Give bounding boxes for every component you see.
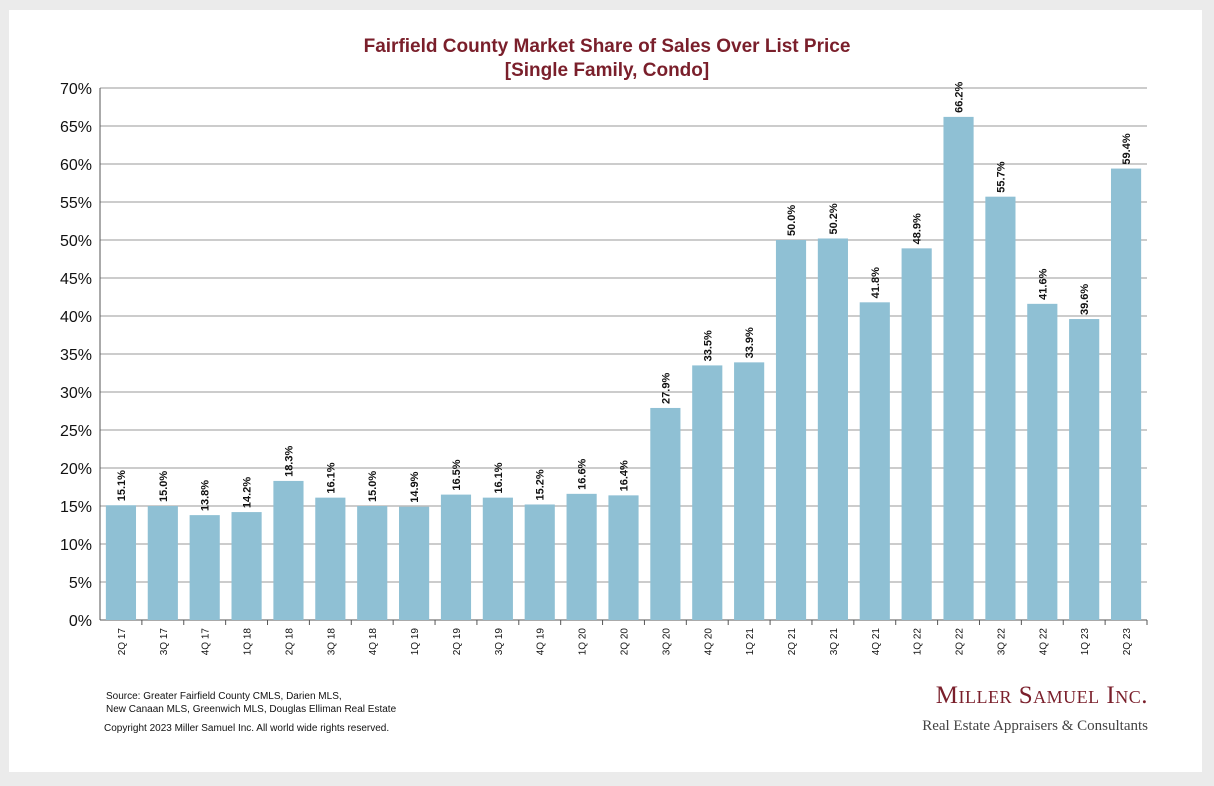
y-tick-label: 50%	[60, 233, 92, 250]
data-label: 18.3%	[283, 446, 295, 477]
data-label: 15.1%	[116, 470, 128, 501]
data-label: 13.8%	[200, 480, 212, 511]
x-tick-label: 3Q 22	[996, 628, 1007, 656]
x-tick-label: 4Q 17	[201, 628, 212, 656]
x-tick-label: 2Q 19	[452, 628, 463, 656]
bar	[943, 116, 974, 620]
data-label: 27.9%	[660, 373, 672, 404]
bar	[1027, 303, 1058, 620]
bar	[399, 506, 430, 620]
data-label: 48.9%	[912, 213, 924, 244]
x-tick-label: 1Q 18	[243, 628, 254, 656]
x-tick-label: 4Q 22	[1038, 628, 1049, 656]
bar	[817, 238, 848, 621]
data-label: 15.2%	[535, 469, 547, 500]
x-tick-label: 3Q 18	[326, 628, 337, 656]
data-label: 41.6%	[1037, 268, 1049, 299]
data-label: 16.6%	[577, 458, 589, 489]
bar	[440, 494, 472, 620]
y-tick-label: 10%	[60, 537, 92, 554]
x-tick-label: 4Q 19	[536, 628, 547, 656]
bar	[482, 497, 513, 620]
x-tick-label: 4Q 21	[871, 628, 882, 656]
x-tick-label: 4Q 20	[703, 628, 714, 656]
data-label: 55.7%	[995, 161, 1007, 192]
x-tick-label: 1Q 23	[1080, 628, 1091, 656]
data-label: 16.1%	[325, 462, 337, 493]
data-label: 39.6%	[1079, 284, 1091, 315]
y-tick-label: 20%	[60, 461, 92, 478]
bar	[231, 512, 262, 620]
x-tick-label: 2Q 23	[1122, 628, 1133, 656]
bar	[734, 362, 765, 620]
data-label: 16.4%	[619, 460, 631, 491]
bar	[147, 506, 178, 620]
y-tick-label: 0%	[69, 613, 92, 630]
bar	[901, 248, 932, 621]
y-tick-label: 65%	[60, 119, 92, 136]
bar	[608, 495, 639, 620]
bar	[105, 505, 137, 620]
data-label: 15.0%	[158, 471, 170, 502]
y-tick-label: 40%	[60, 309, 92, 326]
bar	[273, 480, 304, 620]
x-tick-label: 2Q 22	[955, 628, 966, 656]
chart-title: Fairfield County Market Share of Sales O…	[363, 36, 851, 57]
bar	[985, 196, 1016, 620]
bar	[357, 506, 388, 620]
bar	[1069, 319, 1100, 620]
chart-subtitle: [Single Family, Condo]	[504, 60, 710, 81]
data-label: 33.9%	[744, 327, 756, 358]
data-label: 41.8%	[870, 267, 882, 298]
x-tick-label: 2Q 18	[284, 628, 295, 656]
bar	[859, 302, 890, 620]
data-label: 59.4%	[1121, 133, 1133, 164]
x-tick-label: 3Q 20	[661, 628, 672, 656]
data-label: 16.5%	[451, 459, 463, 490]
data-label: 16.1%	[493, 462, 505, 493]
source-line-1: Source: Greater Fairfield County CMLS, D…	[106, 691, 342, 702]
x-tick-label: 1Q 22	[913, 628, 924, 656]
x-tick-label: 2Q 17	[117, 628, 128, 656]
bar	[566, 493, 597, 620]
data-label: 14.2%	[242, 477, 254, 508]
data-label: 14.9%	[409, 471, 421, 502]
source-line-2: New Canaan MLS, Greenwich MLS, Douglas E…	[106, 704, 397, 715]
x-tick-label: 3Q 17	[159, 628, 170, 656]
copyright-text: Copyright 2023 Miller Samuel Inc. All wo…	[104, 723, 390, 734]
bar	[189, 515, 220, 620]
bar	[524, 504, 555, 620]
data-label: 66.2%	[954, 81, 966, 112]
data-label: 50.0%	[786, 205, 798, 236]
data-label: 15.0%	[367, 471, 379, 502]
x-tick-label: 3Q 21	[829, 628, 840, 656]
y-tick-label: 5%	[69, 575, 92, 592]
y-tick-label: 25%	[60, 423, 92, 440]
data-label: 33.5%	[702, 330, 714, 361]
x-tick-label: 1Q 21	[745, 628, 756, 656]
bar	[315, 497, 346, 620]
y-tick-label: 30%	[60, 385, 92, 402]
y-tick-label: 15%	[60, 499, 92, 516]
x-tick-label: 2Q 21	[787, 628, 798, 656]
x-tick-label: 1Q 19	[410, 628, 421, 656]
y-tick-label: 70%	[60, 81, 92, 98]
bar	[692, 365, 723, 620]
brand-tagline: Real Estate Appraisers & Consultants	[922, 718, 1148, 734]
brand-logo-name: Miller Samuel Inc.	[935, 682, 1148, 709]
y-tick-label: 60%	[60, 157, 92, 174]
x-tick-label: 1Q 20	[578, 628, 589, 656]
y-tick-label: 55%	[60, 195, 92, 212]
y-tick-label: 45%	[60, 271, 92, 288]
data-label: 50.2%	[828, 203, 840, 234]
x-tick-label: 2Q 20	[620, 628, 631, 656]
bar	[650, 407, 681, 620]
bar	[775, 240, 807, 620]
x-tick-label: 3Q 19	[494, 628, 505, 656]
x-tick-label: 4Q 18	[368, 628, 379, 656]
bar	[1110, 168, 1142, 620]
y-tick-label: 35%	[60, 347, 92, 364]
